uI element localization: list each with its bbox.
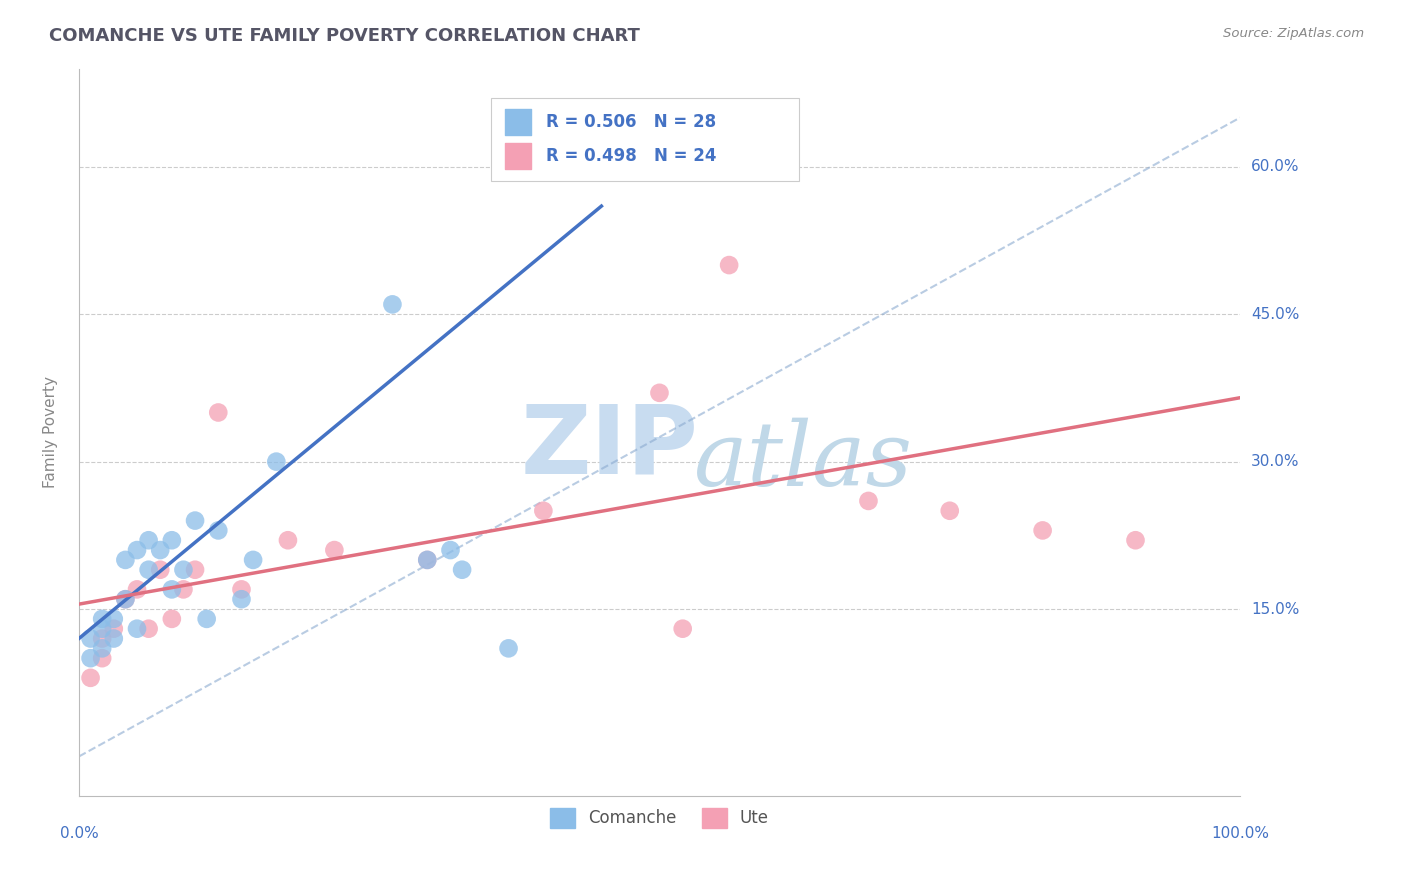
Point: [498, 641, 520, 656]
Point: [160, 582, 183, 597]
Y-axis label: Family Poverty: Family Poverty: [44, 376, 58, 488]
Point: [938, 504, 960, 518]
Point: [1032, 524, 1054, 538]
Point: [114, 592, 136, 607]
Point: [91, 651, 114, 665]
Point: [439, 543, 461, 558]
Point: [672, 622, 695, 636]
FancyBboxPatch shape: [491, 97, 799, 181]
Point: [207, 524, 229, 538]
Point: [149, 543, 172, 558]
Point: [416, 553, 439, 567]
Point: [323, 543, 346, 558]
Text: 30.0%: 30.0%: [1251, 454, 1299, 469]
Point: [266, 455, 288, 469]
Point: [160, 533, 183, 548]
Point: [79, 651, 101, 665]
Point: [451, 563, 474, 577]
Text: 15.0%: 15.0%: [1251, 601, 1299, 616]
Point: [79, 632, 101, 646]
Point: [79, 671, 101, 685]
Point: [138, 533, 160, 548]
Point: [125, 622, 148, 636]
Point: [172, 582, 194, 597]
Point: [160, 612, 183, 626]
Point: [381, 297, 404, 311]
Point: [184, 514, 207, 528]
Point: [858, 494, 880, 508]
Point: [91, 641, 114, 656]
Point: [531, 504, 554, 518]
Point: [103, 622, 125, 636]
Point: [648, 385, 671, 400]
Text: R = 0.506   N = 28: R = 0.506 N = 28: [546, 112, 716, 130]
Point: [114, 592, 136, 607]
Text: COMANCHE VS UTE FAMILY POVERTY CORRELATION CHART: COMANCHE VS UTE FAMILY POVERTY CORRELATI…: [49, 27, 640, 45]
Point: [231, 582, 253, 597]
Point: [125, 543, 148, 558]
Point: [231, 592, 253, 607]
Point: [718, 258, 741, 272]
Point: [103, 612, 125, 626]
Point: [172, 563, 194, 577]
Text: 100.0%: 100.0%: [1211, 826, 1270, 841]
Point: [91, 632, 114, 646]
Text: atlas: atlas: [695, 417, 914, 505]
Text: Source: ZipAtlas.com: Source: ZipAtlas.com: [1223, 27, 1364, 40]
Text: R = 0.498   N = 24: R = 0.498 N = 24: [546, 147, 716, 165]
Point: [138, 622, 160, 636]
Point: [195, 612, 218, 626]
Text: 45.0%: 45.0%: [1251, 307, 1299, 322]
Point: [91, 612, 114, 626]
Legend: Comanche, Ute: Comanche, Ute: [543, 801, 776, 835]
Point: [91, 622, 114, 636]
Text: ZIP: ZIP: [520, 401, 697, 493]
Point: [416, 553, 439, 567]
Point: [114, 553, 136, 567]
Text: 0.0%: 0.0%: [59, 826, 98, 841]
Point: [207, 405, 229, 419]
Point: [184, 563, 207, 577]
Point: [149, 563, 172, 577]
Point: [1125, 533, 1147, 548]
Point: [125, 582, 148, 597]
Point: [242, 553, 264, 567]
Point: [103, 632, 125, 646]
Point: [138, 563, 160, 577]
Text: 60.0%: 60.0%: [1251, 160, 1299, 174]
Point: [277, 533, 299, 548]
